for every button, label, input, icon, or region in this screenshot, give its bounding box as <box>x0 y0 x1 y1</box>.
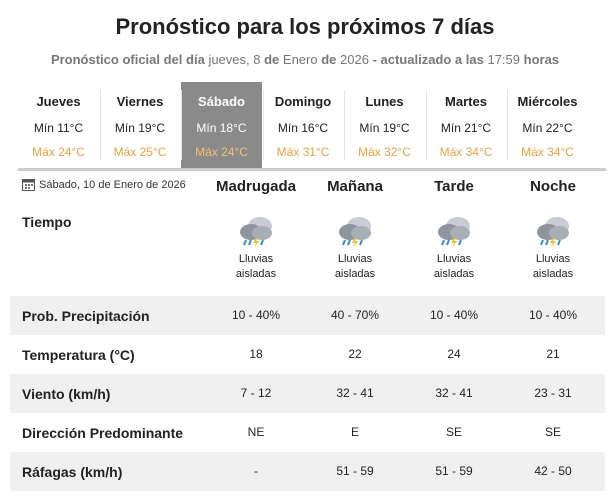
weather-label: Tiempo <box>22 214 72 230</box>
day-name: Miércoles <box>517 94 578 109</box>
row-value: 21 <box>546 347 560 361</box>
day-min: Mín 22°C <box>522 121 573 135</box>
row-label: Viento (km/h) <box>22 386 111 402</box>
row-value: SE <box>445 425 462 439</box>
date-text: Sábado, 10 de Enero de 2026 <box>39 178 186 191</box>
day-max: Máx 31°C <box>276 145 330 159</box>
row-label: Temperatura (°C) <box>22 347 135 363</box>
rain-icon <box>240 217 272 248</box>
row-value: - <box>254 464 258 478</box>
table-row: Prob. Precipitación 10 - 40% 40 - 70% 10 - … <box>10 296 605 335</box>
period-header: Mañana <box>327 178 383 195</box>
row-value: 18 <box>249 347 263 361</box>
day-min: Mín 19°C <box>359 121 410 135</box>
row-value: SE <box>544 425 561 439</box>
table-row: Ráfagas (km/h) - 51 - 59 51 - 59 42 - 50 <box>10 452 605 491</box>
row-value: E <box>350 425 359 439</box>
separator <box>262 90 264 160</box>
row-value: 32 - 41 <box>435 386 473 400</box>
rain-icon <box>339 217 371 248</box>
row-value: 40 - 70% <box>330 308 380 322</box>
day-max: Máx 24°C <box>195 145 248 159</box>
day-name: Sábado <box>198 94 245 109</box>
day-name: Domingo <box>274 94 332 109</box>
subtitle: Pronóstico oficial del día jueves, 8 de … <box>0 52 610 67</box>
separator <box>181 90 182 160</box>
row-value: 51 - 59 <box>435 464 473 478</box>
day-name: Martes <box>445 94 487 109</box>
day-name: Viernes <box>116 94 164 109</box>
row-value: 22 <box>348 347 362 361</box>
period-header: Tarde <box>434 178 474 195</box>
separator <box>344 90 345 160</box>
day-min: Mín 21°C <box>440 121 492 135</box>
day-min: Mín 19°C <box>114 121 166 135</box>
condition: Lluvias aisladas <box>206 214 306 282</box>
rain-icon <box>438 217 470 248</box>
subtitle-part: de <box>264 52 280 67</box>
day-min: Mín 16°C <box>277 121 329 135</box>
row-value: 7 - 12 <box>240 386 272 400</box>
day-tab[interactable]: Miércoles Mín 22°C Máx 34°C <box>507 82 588 168</box>
day-tab[interactable]: Jueves Mín 11°C Máx 24°C <box>18 82 99 168</box>
row-label: Ráfagas (km/h) <box>22 464 123 480</box>
table-row: Temperatura (°C) 18 22 24 21 <box>10 335 605 374</box>
day-name: Jueves <box>36 94 81 109</box>
day-tab[interactable]: Sábado Mín 18°C Máx 24°C <box>181 82 262 168</box>
condition: Lluvias aisladas <box>305 214 405 282</box>
calendar-icon <box>22 179 35 191</box>
period-header: Noche <box>530 178 576 195</box>
row-value: 23 - 31 <box>534 386 572 400</box>
day-max: Máx 32°C <box>358 145 411 159</box>
subtitle-part: 2026 <box>340 52 369 67</box>
table-row: Viento (km/h) 7 - 12 32 - 41 32 - 41 23 - 31 <box>10 374 605 413</box>
day-max: Máx 34°C <box>521 145 574 159</box>
row-label: Dirección Predominante <box>22 425 184 441</box>
subtitle-part: - actualizado a las <box>372 52 484 67</box>
subtitle-part: Enero <box>282 52 318 67</box>
day-min: Mín 11°C <box>33 121 84 135</box>
condition: Lluvias aisladas <box>503 214 603 282</box>
condition-text: Lluvias aisladas <box>334 253 376 280</box>
separator <box>507 90 508 160</box>
day-name: Lunes <box>365 94 404 109</box>
condition-text: Lluvias aisladas <box>235 253 277 280</box>
day-min: Mín 18°C <box>196 121 247 135</box>
day-max: Máx 25°C <box>113 145 167 159</box>
day-tab[interactable]: Domingo Mín 16°C Máx 31°C <box>263 82 344 168</box>
subtitle-part: Pronóstico oficial del día <box>50 52 205 67</box>
separator <box>99 90 101 160</box>
day-tab[interactable]: Martes Mín 21°C Máx 34°C <box>426 82 507 168</box>
subtitle-part: horas <box>523 52 560 67</box>
day-max: Máx 24°C <box>32 145 85 159</box>
page-title: Pronóstico para los próximos 7 días <box>115 14 495 39</box>
row-label: Prob. Precipitación <box>22 308 150 324</box>
day-max: Máx 34°C <box>439 145 493 159</box>
subtitle-part: de <box>321 52 337 67</box>
day-tab[interactable]: Viernes Mín 19°C Máx 25°C <box>100 82 181 168</box>
row-value: 24 <box>447 347 461 361</box>
row-value: 32 - 41 <box>336 386 374 400</box>
row-value: 42 - 50 <box>534 464 572 478</box>
row-value: 51 - 59 <box>336 464 374 478</box>
date-line: Sábado, 10 de Enero de 2026 <box>22 178 186 191</box>
table-row: Dirección Predominante NE E SE SE <box>10 413 605 452</box>
row-value: 10 - 40% <box>528 308 578 322</box>
rain-icon <box>537 217 569 248</box>
day-tab[interactable]: Lunes Mín 19°C Máx 32°C <box>344 82 425 168</box>
period-header: Madrugada <box>215 178 296 195</box>
condition: Lluvias aisladas <box>404 214 504 282</box>
row-value: 10 - 40% <box>429 308 479 322</box>
subtitle-part: 17:59 <box>487 52 521 67</box>
condition-text: Lluvias aisladas <box>532 253 574 280</box>
day-tabs: Jueves Mín 11°C Máx 24°C Viernes Mín 19°C Máx… <box>18 82 606 171</box>
row-value: 10 - 40% <box>231 308 281 322</box>
row-value: NE <box>247 425 265 439</box>
condition-text: Lluvias aisladas <box>433 253 475 280</box>
subtitle-part: jueves, 8 <box>208 52 261 67</box>
separator <box>425 90 427 160</box>
